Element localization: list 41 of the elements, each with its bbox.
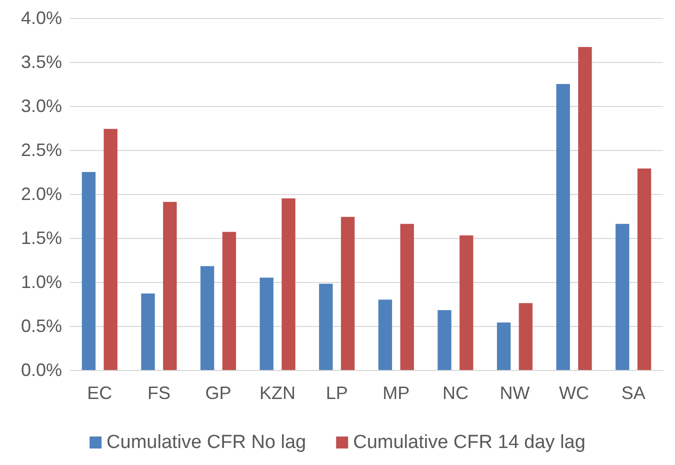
y-tick-label: 3.5% (20, 52, 62, 72)
bar (637, 168, 652, 370)
bar (260, 278, 274, 370)
y-tick-label: 1.0% (20, 272, 62, 292)
bar (578, 47, 592, 370)
bar (340, 216, 355, 370)
x-tick-label: KZN (260, 383, 296, 403)
bar (104, 128, 118, 370)
x-tick-label: NW (500, 383, 530, 403)
bar (163, 202, 177, 370)
bar (556, 84, 570, 370)
bar (222, 232, 236, 370)
bar (319, 284, 333, 370)
legend-label: Cumulative CFR No lag (106, 432, 306, 453)
bar (282, 198, 296, 370)
legend-label: Cumulative CFR 14 day lag (353, 432, 586, 453)
x-tick-label: WC (559, 383, 590, 403)
bar (200, 266, 214, 370)
y-tick-label: 0.5% (20, 316, 62, 336)
x-tick-label: FS (147, 383, 170, 403)
x-tick-label: EC (87, 383, 112, 403)
bar (518, 303, 533, 370)
bar (82, 172, 96, 370)
y-tick-label: 4.0% (20, 8, 62, 28)
y-tick-label: 1.5% (20, 228, 62, 248)
bar (141, 293, 155, 370)
bar (496, 322, 511, 370)
y-tick-label: 3.0% (20, 96, 62, 116)
y-tick-label: 0.0% (20, 360, 62, 380)
x-tick-label: NC (442, 383, 468, 403)
bar (378, 300, 392, 370)
y-tick-label: 2.5% (20, 140, 62, 160)
x-tick-label: LP (326, 383, 348, 403)
bar (438, 310, 452, 370)
x-tick-label: GP (205, 383, 232, 403)
y-tick-label: 2.0% (20, 184, 62, 204)
bar (616, 224, 630, 370)
bar (400, 224, 414, 370)
bar (460, 235, 474, 370)
x-tick-label: SA (621, 383, 646, 403)
x-tick-label: MP (382, 383, 410, 403)
